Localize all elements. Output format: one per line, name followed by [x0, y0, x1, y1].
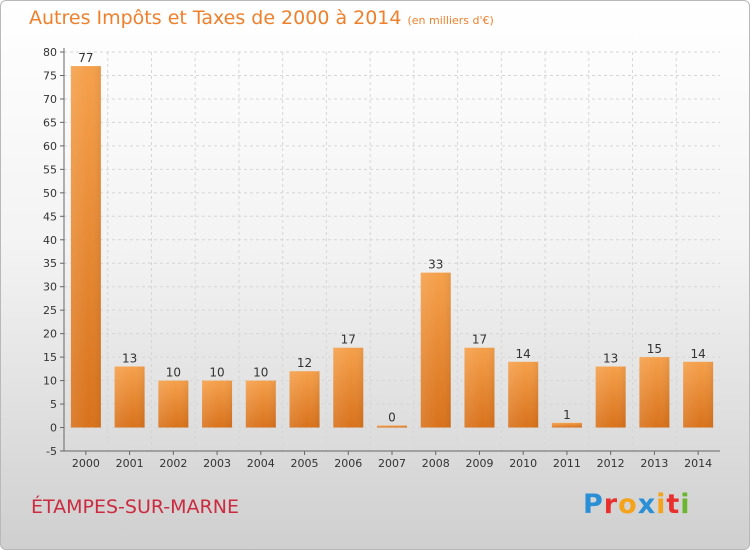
- y-tick-label: -5: [46, 445, 57, 458]
- data-label-2013: 15: [647, 342, 662, 356]
- x-tick-label-2010: 2010: [509, 457, 537, 470]
- commune-name: ÉTAMPES-SUR-MARNE: [31, 496, 239, 518]
- x-tick-label-2004: 2004: [247, 457, 275, 470]
- bar-shade-2013: [639, 357, 670, 428]
- x-tick-label-2011: 2011: [553, 457, 581, 470]
- y-tick-label: 20: [43, 328, 57, 341]
- x-tick-label-2007: 2007: [378, 457, 406, 470]
- logo-letter: o: [618, 489, 638, 520]
- logo-letter: t: [666, 489, 681, 520]
- bar-shade-2000: [70, 66, 101, 428]
- bar-shade-2008: [420, 272, 451, 428]
- y-tick-label: 65: [43, 116, 57, 129]
- bar-shade-2011: [551, 422, 582, 428]
- chart-title-text: Autres Impôts et Taxes de 2000 à 2014: [29, 7, 402, 29]
- data-label-2004: 10: [253, 366, 268, 380]
- bar-shade-2001: [114, 366, 145, 428]
- bar-shade-2005: [289, 371, 320, 428]
- y-tick-label: 25: [43, 304, 57, 317]
- x-tick-label-2005: 2005: [291, 457, 319, 470]
- bar-shade-2006: [333, 347, 364, 428]
- logo-letter: P: [583, 489, 604, 520]
- data-label-2012: 13: [603, 352, 618, 366]
- data-label-2010: 14: [516, 347, 531, 361]
- bar-shade-2002: [158, 380, 189, 428]
- y-tick-label: 10: [43, 375, 57, 388]
- data-label-2008: 33: [428, 258, 443, 272]
- bar-shade-2014: [683, 361, 714, 428]
- x-tick-label-2000: 2000: [72, 457, 100, 470]
- bar-shade-2010: [508, 361, 539, 428]
- x-tick-label-2002: 2002: [159, 457, 187, 470]
- bar-shade-2012: [595, 366, 626, 428]
- data-label-2014: 14: [690, 347, 705, 361]
- bar-shade-2007: [377, 425, 407, 428]
- y-tick-label: 60: [43, 140, 57, 153]
- data-label-2006: 17: [341, 333, 356, 347]
- y-tick-label: 40: [43, 234, 57, 247]
- data-label-2001: 13: [122, 352, 137, 366]
- y-tick-label: 5: [50, 398, 57, 411]
- logo-letter: r: [603, 489, 619, 520]
- data-label-2005: 12: [297, 356, 312, 370]
- data-label-2000: 77: [78, 51, 93, 65]
- bar-shade-2009: [464, 347, 495, 428]
- data-label-2003: 10: [209, 366, 224, 380]
- logo-letter: i: [656, 489, 667, 520]
- x-tick-label-2009: 2009: [465, 457, 493, 470]
- y-tick-label: 15: [43, 351, 57, 364]
- bar-shade-2003: [202, 380, 233, 428]
- x-tick-label-2001: 2001: [116, 457, 144, 470]
- x-tick-label-2012: 2012: [597, 457, 625, 470]
- label-layer: 77 13 10 10 10 12 17 0 33 17 14 1 13 15 14: [78, 51, 706, 424]
- logo-letter: i: [680, 489, 691, 520]
- data-label-2011: 1: [563, 408, 571, 422]
- y-tick-label: 50: [43, 187, 57, 200]
- x-tick-label-2008: 2008: [422, 457, 450, 470]
- y-tick-label: 80: [43, 46, 57, 59]
- y-tick-label: 55: [43, 163, 57, 176]
- y-tick-label: 0: [50, 422, 57, 435]
- data-label-2007: 0: [388, 411, 396, 425]
- logo-letter: x: [637, 489, 657, 520]
- chart-title: Autres Impôts et Taxes de 2000 à 2014 (en…: [29, 7, 494, 29]
- x-tick-label-2006: 2006: [334, 457, 362, 470]
- y-tick-label: 30: [43, 281, 57, 294]
- bar-shade-2004: [245, 380, 276, 428]
- chart-subtitle: (en milliers d'€): [407, 14, 494, 27]
- data-label-2009: 17: [472, 333, 487, 347]
- y-tick-label: 70: [43, 93, 57, 106]
- bar-layer: [70, 66, 714, 428]
- y-tick-label: 35: [43, 257, 57, 270]
- proxiti-logo: Proxiti: [583, 489, 691, 520]
- x-tick-label-2013: 2013: [640, 457, 668, 470]
- x-tick-label-2003: 2003: [203, 457, 231, 470]
- x-tick-label-2014: 2014: [684, 457, 712, 470]
- data-label-2002: 10: [166, 366, 181, 380]
- y-tick-label: 45: [43, 210, 57, 223]
- y-tick-label: 75: [43, 69, 57, 82]
